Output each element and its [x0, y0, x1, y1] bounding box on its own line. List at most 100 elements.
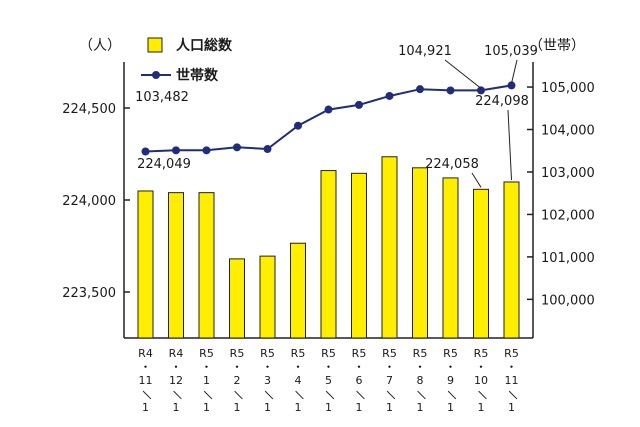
x-tick-label-part: ・: [201, 361, 212, 374]
left-tick-label: 224,000: [62, 194, 116, 209]
axes: 223,500 224,000 224,500 100,000 101,000 102,0…: [62, 62, 595, 339]
x-tick-label-part: ・: [476, 361, 487, 374]
data-label: 224,098: [475, 94, 529, 109]
x-tick-label-part: 10: [474, 374, 488, 387]
legend-line-marker: [152, 71, 160, 79]
x-tick-label-part: 9: [447, 374, 454, 387]
axis-units: （人） （世帯）: [79, 38, 585, 54]
x-tick-label-part: R5: [413, 347, 428, 360]
population-bar: [259, 255, 276, 339]
population-bar: [137, 190, 154, 339]
population-bar: [412, 167, 428, 339]
x-tick-label-part: R5: [230, 347, 245, 360]
households-point: [446, 86, 455, 95]
x-tick-label-part: R5: [474, 347, 489, 360]
x-tick-label: R4・12 |1: [169, 347, 184, 414]
x-tick-label-part: ・: [415, 361, 426, 374]
population-bar: [381, 156, 398, 339]
population-bar: [290, 242, 306, 339]
legend-line-label: 世帯数: [176, 67, 219, 84]
x-tick-label-part: R5: [382, 347, 397, 360]
x-tick-label: R5・8 |1: [413, 347, 428, 414]
x-tick-label-part: 7: [386, 374, 393, 387]
x-tick-label: R5・6 |1: [352, 347, 367, 414]
x-tick-label-part: ・: [384, 361, 395, 374]
x-tick-label-part: 1: [234, 401, 241, 414]
population-bar: [320, 170, 337, 339]
x-tick-label-part: 3: [264, 374, 271, 387]
households-point: [294, 121, 302, 130]
households-point: [263, 145, 272, 154]
x-tick-label-part: ・: [354, 361, 365, 374]
x-tick-label-part: 6: [356, 374, 363, 387]
data-label: 103,482: [135, 90, 189, 105]
x-tick-label-part: ・: [140, 361, 151, 374]
x-tick-label-part: ・: [506, 361, 517, 374]
data-label: 224,049: [137, 157, 191, 172]
households-point: [477, 86, 485, 95]
x-tick-label-part: 1: [508, 401, 515, 414]
x-tick-label: R4・11 |1: [138, 347, 153, 414]
x-tick-label-part: |: [232, 389, 244, 401]
x-tick-label-part: R5: [321, 347, 336, 360]
right-tick-label: 101,000: [541, 251, 595, 266]
households-point: [233, 143, 241, 152]
right-axis-unit: （世帯）: [529, 38, 585, 54]
households-point: [385, 91, 394, 100]
x-tick-label-part: ・: [232, 361, 243, 374]
population-bar: [168, 192, 184, 339]
right-tick-label: 103,000: [541, 166, 595, 181]
x-tick-label-part: 12: [169, 374, 183, 387]
x-tick-label: R5・1|1: [199, 347, 214, 414]
x-tick-label-part: 1: [325, 401, 332, 414]
x-tick-label-part: |: [446, 389, 458, 401]
x-tick-label-part: 1: [203, 374, 210, 387]
x-tick-label: R5・5 |1: [321, 347, 336, 414]
population-bar: [503, 181, 520, 339]
x-tick-label: R5・11 |1: [504, 347, 519, 414]
bars: [137, 156, 520, 339]
annotation-leader: [507, 109, 512, 180]
households-line: [141, 81, 516, 156]
population-bar: [198, 192, 215, 339]
annotation-leader: [471, 172, 482, 188]
population-bar: [442, 177, 459, 339]
households-point: [507, 81, 516, 90]
left-tick-label: 224,500: [62, 102, 116, 117]
households-point: [141, 147, 150, 156]
left-tick-label: 223,500: [62, 286, 116, 301]
x-tick-label-part: ・: [171, 361, 182, 374]
x-tick-label: R5・10 |1: [474, 347, 489, 414]
x-tick-label-part: R5: [443, 347, 458, 360]
annotation-leader: [444, 59, 482, 89]
x-tick-label-part: |: [202, 389, 214, 401]
right-tick-label: 100,000: [541, 293, 595, 308]
households-point: [416, 85, 424, 94]
x-tick-label: R5・2 |1: [230, 347, 245, 414]
x-tick-label-part: 1: [142, 401, 149, 414]
annotation-leader: [511, 59, 518, 84]
x-tick-label-part: 5: [325, 374, 332, 387]
x-tick-label-part: |: [476, 389, 488, 401]
x-tick-label-part: R4: [169, 347, 184, 360]
x-tick-label-part: 1: [417, 401, 424, 414]
x-tick-label-part: 11: [505, 374, 519, 387]
x-tick-label-part: 4: [295, 374, 302, 387]
x-tick-label-part: 1: [447, 401, 454, 414]
left-axis-unit: （人）: [79, 38, 121, 54]
x-tick-label-part: 1: [478, 401, 485, 414]
x-tick-label-part: ・: [323, 361, 334, 374]
x-tick-label: R5・9 |1: [443, 347, 458, 414]
x-tick-label-part: |: [141, 389, 153, 401]
x-tick-label-part: ・: [262, 361, 273, 374]
legend-bar-label: 人口総数: [176, 37, 233, 54]
x-tick-label-part: |: [415, 389, 427, 401]
x-tick-label-part: 2: [234, 374, 241, 387]
right-tick-label: 105,000: [541, 81, 595, 96]
x-tick-label-part: 1: [356, 401, 363, 414]
population-bar: [229, 258, 245, 339]
population-bar: [351, 172, 367, 339]
x-axis-labels: R4・11|1R4・12|1R5・1|1R5・2|1R5・3|1R5・4|1R5…: [138, 347, 519, 414]
